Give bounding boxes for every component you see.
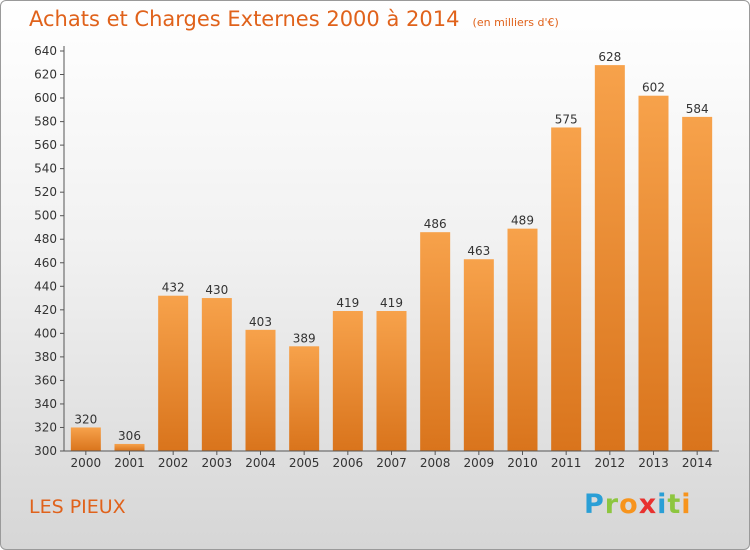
x-tick-label-2002: 2002 — [158, 456, 189, 470]
y-tick-label: 640 — [34, 44, 57, 58]
data-label-2009: 463 — [467, 244, 490, 258]
y-tick-label: 340 — [34, 397, 57, 411]
data-label-2008: 486 — [424, 217, 447, 231]
data-label-2010: 489 — [511, 214, 534, 228]
y-tick-label: 580 — [34, 115, 57, 129]
y-tick-label: 600 — [34, 91, 57, 105]
x-tick-label-2008: 2008 — [420, 456, 451, 470]
x-tick-label-2007: 2007 — [376, 456, 407, 470]
data-label-2002: 432 — [162, 281, 185, 295]
data-label-2003: 430 — [205, 283, 228, 297]
y-tick-label: 620 — [34, 68, 57, 82]
bar-2005 — [289, 346, 320, 451]
logo-letter: P — [584, 489, 605, 520]
data-label-2013: 602 — [642, 81, 665, 95]
y-tick-label: 420 — [34, 303, 57, 317]
bar-2014 — [682, 116, 713, 451]
y-tick-label: 460 — [34, 256, 57, 270]
bar-2007 — [376, 311, 407, 451]
x-tick-label-2000: 2000 — [71, 456, 102, 470]
bar-2006 — [332, 311, 363, 451]
y-tick-label: 500 — [34, 209, 57, 223]
x-tick-label-2009: 2009 — [464, 456, 495, 470]
logo-letter: r — [604, 489, 620, 520]
x-tick-label-2001: 2001 — [114, 456, 145, 470]
data-label-2011: 575 — [555, 112, 578, 126]
logo-letter: i — [681, 489, 692, 520]
x-tick-label-2003: 2003 — [202, 456, 233, 470]
data-label-2004: 403 — [249, 315, 272, 329]
city-name: LES PIEUX — [29, 496, 126, 518]
bar-2002 — [158, 295, 189, 451]
bar-2009 — [463, 259, 494, 451]
y-tick-label: 440 — [34, 279, 57, 293]
chart-title: Achats et Charges Externes 2000 à 2014 — [29, 7, 460, 31]
y-tick-label: 320 — [34, 420, 57, 434]
data-label-2007: 419 — [380, 296, 403, 310]
data-label-2014: 584 — [686, 102, 709, 116]
y-axis: 300 320 340 360 380 400 420 440 460 480 500 520 540 5… — [34, 44, 65, 458]
data-label-2001: 306 — [118, 429, 141, 443]
bar-2004 — [245, 329, 276, 451]
bar-2001 — [114, 443, 145, 451]
x-tick-label-2005: 2005 — [289, 456, 320, 470]
y-tick-label: 480 — [34, 232, 57, 246]
y-tick-label: 380 — [34, 350, 57, 364]
y-tick-label: 400 — [34, 326, 57, 340]
x-tick-label-2010: 2010 — [507, 456, 538, 470]
logo-letter: x — [638, 489, 658, 520]
bar-2012 — [594, 65, 625, 451]
x-tick-label-2012: 2012 — [595, 456, 626, 470]
y-tick-label: 300 — [34, 444, 57, 458]
bar-2008 — [420, 232, 451, 451]
x-axis: 2000 2001 2002 2003 2004 2005 2006 2007 2008 2009… — [64, 450, 719, 470]
data-label-2000: 320 — [74, 412, 97, 426]
bar-2013 — [638, 95, 669, 452]
y-tick-label: 360 — [34, 373, 57, 387]
x-tick-label-2011: 2011 — [551, 456, 582, 470]
x-tick-label-2004: 2004 — [245, 456, 276, 470]
x-tick-label-2014: 2014 — [682, 456, 713, 470]
bars: 320 306 432 430 403 389 419 419 486 463 489 575 628 6… — [70, 50, 713, 452]
logo-letter: o — [619, 489, 639, 520]
bar-2003 — [201, 298, 232, 451]
data-label-2012: 628 — [598, 50, 621, 64]
logo-letter: i — [657, 489, 668, 520]
y-tick-label: 560 — [34, 138, 57, 152]
data-label-2006: 419 — [336, 296, 359, 310]
title-row: Achats et Charges Externes 2000 à 2014 (… — [29, 7, 559, 31]
bar-2010 — [507, 228, 538, 451]
logo-letter: t — [667, 489, 682, 520]
bar-2000 — [70, 427, 101, 451]
proxiti-logo: Proxiti — [584, 489, 692, 520]
chart-unit: (en milliers d'€) — [472, 16, 559, 29]
x-tick-label-2013: 2013 — [638, 456, 669, 470]
y-tick-label: 540 — [34, 162, 57, 176]
y-tick-label: 520 — [34, 185, 57, 199]
data-label-2005: 389 — [293, 331, 316, 345]
x-tick-label-2006: 2006 — [333, 456, 364, 470]
bar-2011 — [551, 127, 582, 452]
